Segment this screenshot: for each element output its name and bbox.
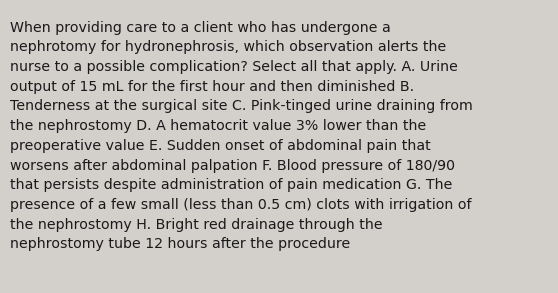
Text: When providing care to a client who has undergone a
nephrotomy for hydronephrosi: When providing care to a client who has … xyxy=(10,21,473,251)
